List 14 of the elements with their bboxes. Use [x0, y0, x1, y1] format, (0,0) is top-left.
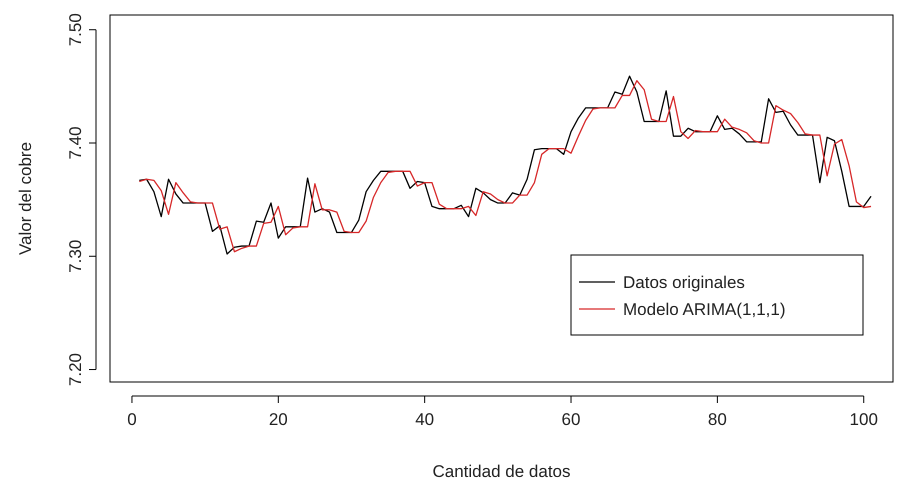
x-tick-label: 20 — [268, 410, 288, 429]
x-axis-title: Cantidad de datos — [432, 462, 570, 481]
y-tick-label: 7.50 — [66, 13, 85, 46]
y-axis-title: Valor del cobre — [16, 142, 35, 256]
x-tick-label: 0 — [127, 410, 137, 429]
x-tick-label: 80 — [708, 410, 727, 429]
x-tick-label: 40 — [415, 410, 434, 429]
y-tick-label: 7.20 — [66, 352, 85, 386]
y-tick-label: 7.30 — [66, 240, 85, 273]
x-tick-label: 100 — [850, 410, 878, 429]
legend-label: Datos originales — [623, 273, 745, 292]
legend-label: Modelo ARIMA(1,1,1) — [623, 300, 786, 319]
y-tick-label: 7.40 — [66, 126, 85, 160]
x-tick-label: 60 — [562, 410, 580, 429]
